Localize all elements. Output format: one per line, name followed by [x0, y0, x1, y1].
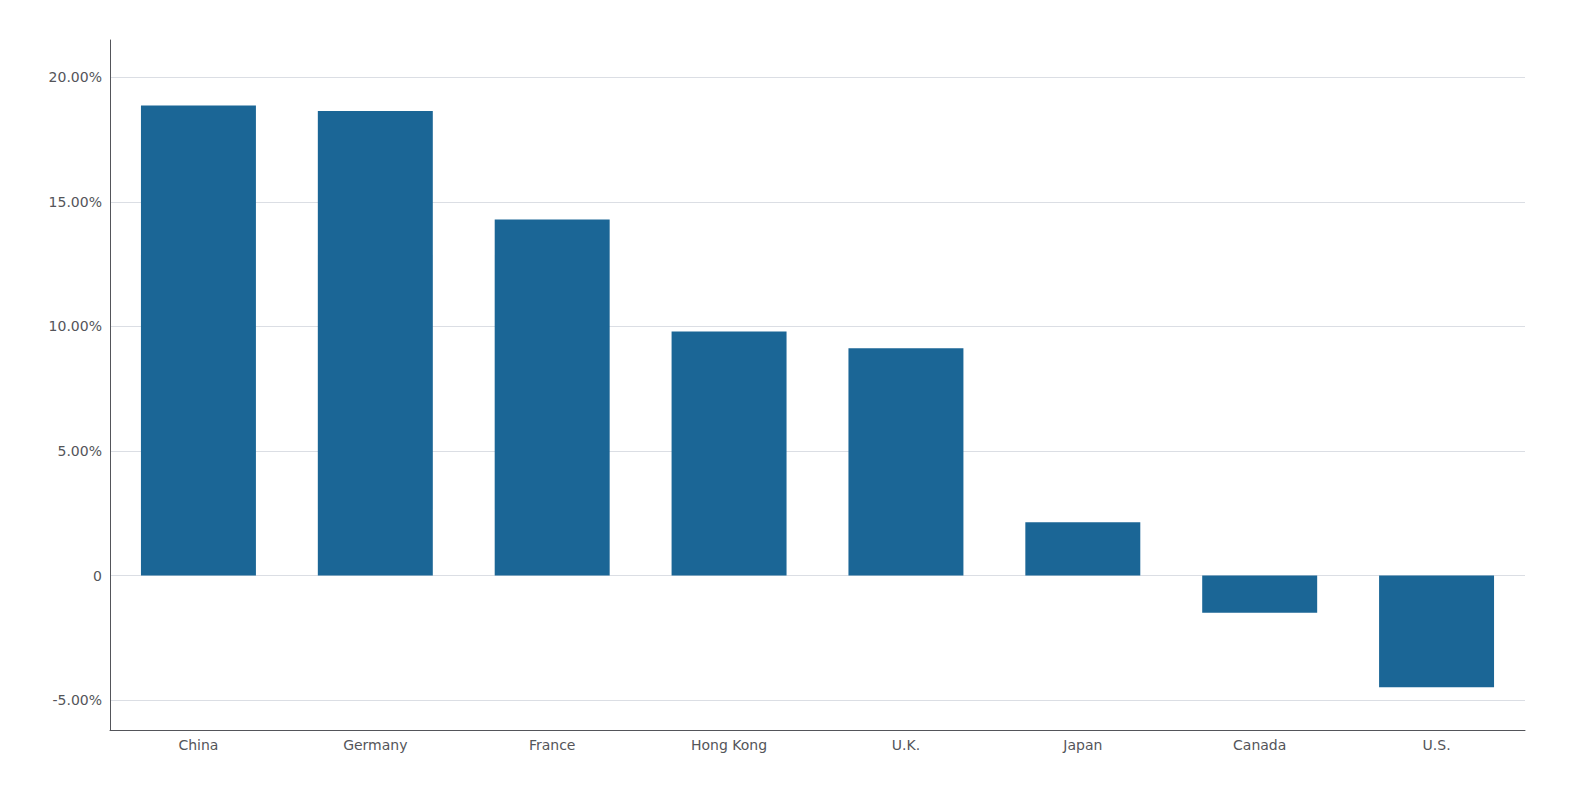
svg-text:5.00%: 5.00%: [58, 443, 102, 459]
svg-text:Germany: Germany: [343, 737, 407, 753]
svg-text:20.00%: 20.00%: [49, 69, 102, 85]
svg-text:Japan: Japan: [1062, 737, 1102, 753]
svg-text:China: China: [178, 737, 218, 753]
svg-text:0: 0: [93, 568, 102, 584]
svg-text:France: France: [529, 737, 576, 753]
svg-text:10.00%: 10.00%: [49, 318, 102, 334]
svg-text:15.00%: 15.00%: [49, 194, 102, 210]
svg-text:Canada: Canada: [1233, 737, 1286, 753]
svg-text:U.S.: U.S.: [1423, 737, 1451, 753]
svg-text:U.K.: U.K.: [892, 737, 920, 753]
svg-text:Hong Kong: Hong Kong: [691, 737, 767, 753]
svg-text:-5.00%: -5.00%: [52, 692, 102, 708]
